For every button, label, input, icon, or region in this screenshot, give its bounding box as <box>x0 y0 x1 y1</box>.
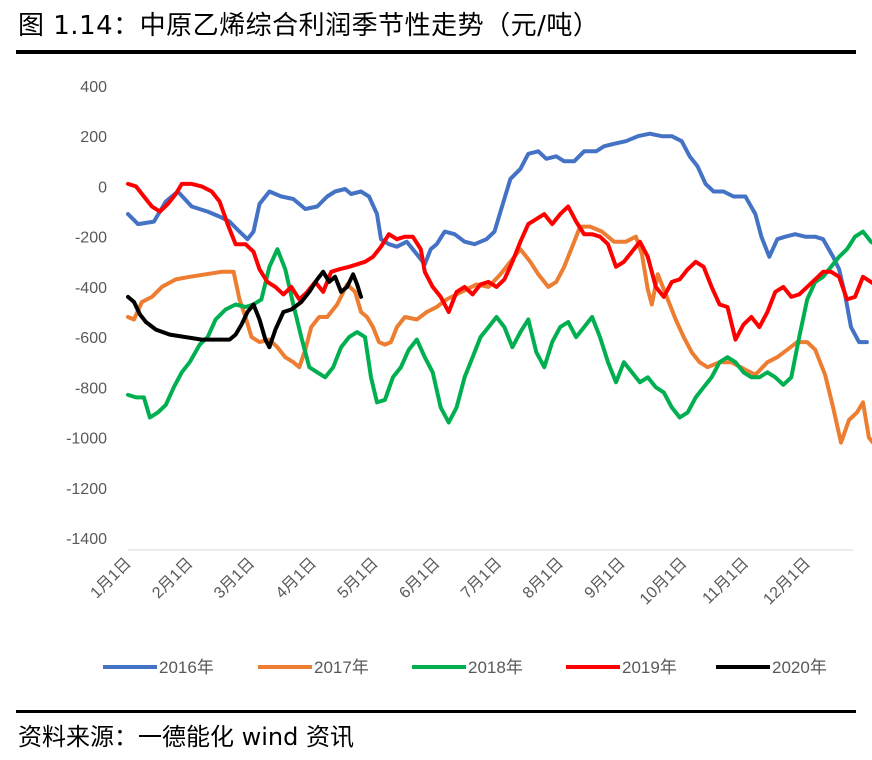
x-tick-label: 11月1日 <box>700 555 753 608</box>
y-tick-label: -200 <box>75 230 107 247</box>
legend-label: 2018年 <box>468 658 523 677</box>
legend: 2016年 2017年 2018年 2019年 2020年 <box>103 658 827 677</box>
x-tick-label: 1月1日 <box>88 555 135 602</box>
y-tick-label: -600 <box>75 330 107 347</box>
series-line-2020 <box>126 269 363 350</box>
y-tick-label: -400 <box>75 280 107 297</box>
y-tick-label: 400 <box>80 79 107 96</box>
y-tick-label: 200 <box>80 129 107 146</box>
x-tick-label: 8月1日 <box>520 555 567 602</box>
y-tick-label: -1400 <box>66 531 107 548</box>
x-axis-ticks: 1月1日 2月1日 3月1日 4月1日 5月1日 6月1日 7月1日 8月1日 9月1日 10月1… <box>88 555 814 609</box>
x-tick-label: 3月1日 <box>211 555 258 602</box>
x-tick-label: 2月1日 <box>149 555 196 602</box>
y-tick-label: 0 <box>98 179 107 196</box>
title-rule <box>16 50 856 54</box>
legend-label: 2016年 <box>159 658 214 677</box>
x-tick-label: 5月1日 <box>335 555 382 602</box>
legend-label: 2017年 <box>314 658 369 677</box>
x-tick-label: 7月1日 <box>458 555 505 602</box>
x-tick-label: 6月1日 <box>396 555 443 602</box>
y-tick-label: -800 <box>75 380 107 397</box>
source-rule <box>16 710 856 713</box>
legend-label: 2020年 <box>772 658 827 677</box>
series-line-2017 <box>126 224 872 445</box>
series-lines <box>126 131 872 445</box>
y-tick-label: -1200 <box>66 481 107 498</box>
series-line-2019 <box>126 181 872 342</box>
y-axis-ticks: 400 200 0 -200 -400 -600 -800 -1000 -1200 -1400 <box>66 79 107 548</box>
x-tick-label: 12月1日 <box>760 555 814 609</box>
x-tick-label: 9月1日 <box>582 555 629 602</box>
y-tick-label: -1000 <box>66 431 107 448</box>
series-line-2016 <box>126 131 869 345</box>
x-tick-label: 4月1日 <box>273 555 320 602</box>
source-note: 资料来源：一德能化 wind 资讯 <box>18 723 354 751</box>
legend-label: 2019年 <box>622 658 677 677</box>
x-tick-label: 10月1日 <box>637 555 691 609</box>
figure-title: 图 1.14：中原乙烯综合利润季节性走势（元/吨） <box>18 11 600 41</box>
